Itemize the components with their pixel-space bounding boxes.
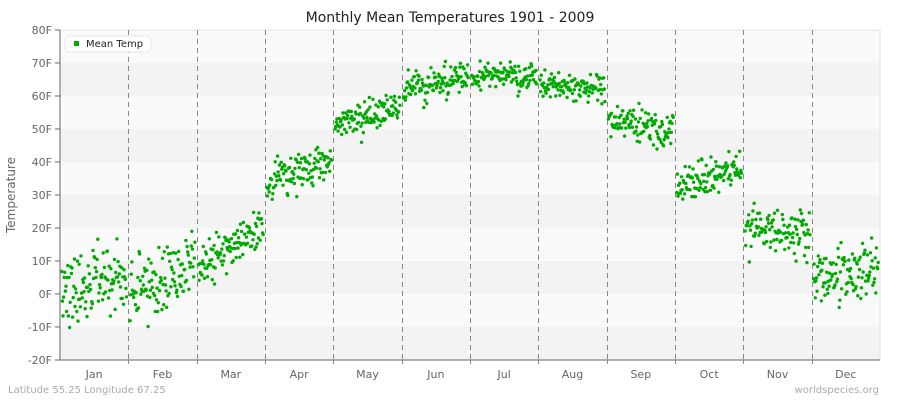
x-tick-label: Mar — [220, 368, 241, 381]
x-tick-label: Jul — [497, 368, 511, 381]
chart-title: Monthly Mean Temperatures 1901 - 2009 — [306, 10, 595, 26]
y-axis-label: Temperature — [4, 157, 18, 234]
legend-label: Mean Temp — [86, 39, 143, 50]
x-tick-label: Sep — [630, 368, 651, 381]
x-tick-label: Oct — [700, 368, 720, 381]
y-tick-label: 40F — [32, 156, 52, 169]
x-axis: Jan Feb Mar Apr May Jun Jul Aug Sep Oct Nov Dec — [60, 359, 880, 381]
x-tick-label: May — [356, 368, 379, 381]
y-tick-label: 60F — [32, 90, 52, 103]
legend-box — [64, 35, 152, 53]
y-tick-label: 70F — [32, 57, 52, 70]
y-tick-label: 10F — [32, 255, 52, 268]
y-tick-label: -10F — [28, 321, 52, 334]
y-tick-label: -20F — [28, 354, 52, 367]
y-tick-label: 0F — [39, 288, 52, 301]
source-caption: worldspecies.org — [795, 385, 879, 396]
x-tick-label: Jun — [426, 368, 444, 381]
x-tick-label: Nov — [767, 368, 789, 381]
x-tick-label: Apr — [290, 368, 310, 381]
x-tick-label: Dec — [835, 368, 856, 381]
month-dividers — [128, 30, 813, 360]
x-tick-label: Aug — [562, 368, 583, 381]
x-tick-label: Jan — [85, 368, 103, 381]
y-tick-label: 50F — [32, 123, 52, 136]
location-caption: Latitude 55.25 Longitude 67.25 — [8, 385, 166, 396]
legend-marker-icon — [74, 41, 79, 46]
y-tick-label: 30F — [32, 189, 52, 202]
y-tick-label: 80F — [32, 24, 52, 37]
y-tick-label: 20F — [32, 222, 52, 235]
legend: Mean Temp — [64, 35, 152, 53]
x-tick-label: Feb — [153, 368, 172, 381]
data-points — [60, 59, 880, 330]
y-axis: -20F -10F 0F 10F 20F 30F 40F 50F 60F 70F 80F — [28, 24, 61, 367]
